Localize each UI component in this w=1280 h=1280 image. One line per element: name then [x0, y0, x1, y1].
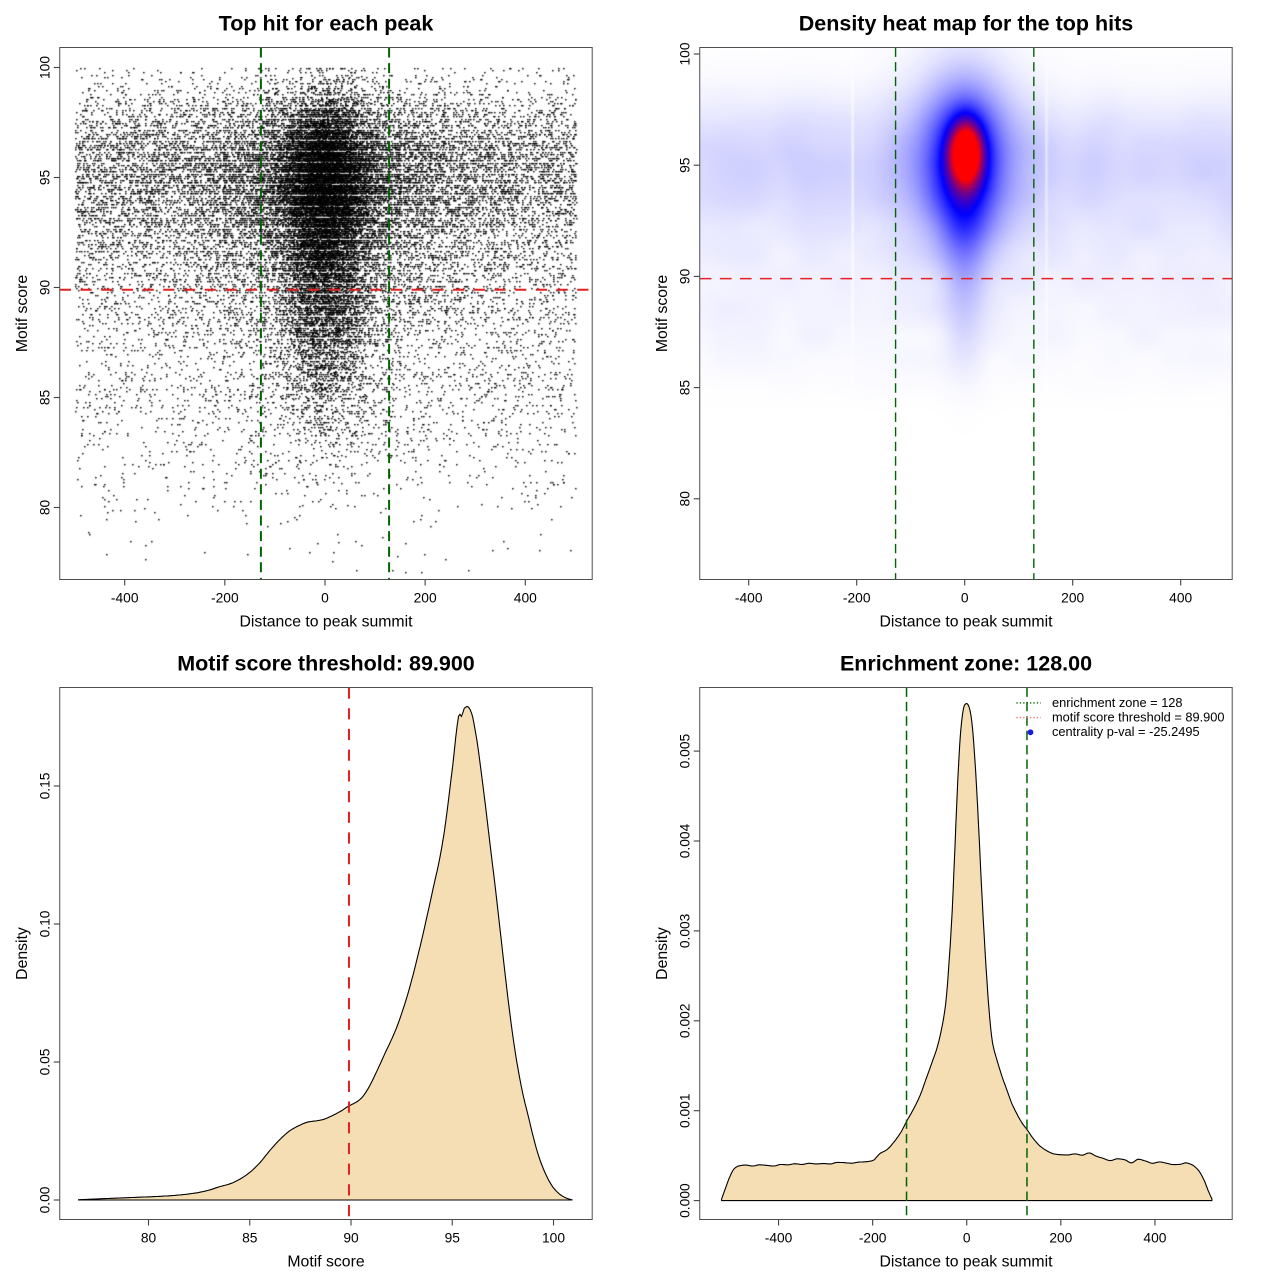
- svg-text:85: 85: [242, 1231, 258, 1246]
- svg-text:0.004: 0.004: [678, 823, 693, 858]
- svg-text:Motif score: Motif score: [654, 275, 671, 352]
- svg-text:Motif score: Motif score: [287, 1254, 364, 1271]
- svg-text:0.005: 0.005: [678, 734, 693, 769]
- svg-text:-200: -200: [211, 591, 239, 606]
- svg-text:95: 95: [678, 157, 693, 173]
- svg-text:95: 95: [38, 170, 53, 186]
- svg-text:Motif score: Motif score: [14, 275, 31, 352]
- svg-text:200: 200: [1049, 1231, 1072, 1246]
- svg-text:100: 100: [542, 1231, 565, 1246]
- svg-text:Distance to peak summit: Distance to peak summit: [880, 614, 1054, 631]
- svg-text:0.15: 0.15: [38, 772, 53, 799]
- svg-text:Density: Density: [14, 927, 31, 980]
- svg-text:0.10: 0.10: [38, 910, 53, 937]
- svg-text:400: 400: [1169, 591, 1192, 606]
- svg-text:-400: -400: [735, 591, 763, 606]
- svg-text:Density heat map for the top h: Density heat map for the top hits: [799, 12, 1134, 36]
- svg-text:80: 80: [678, 491, 693, 507]
- svg-text:0.000: 0.000: [678, 1183, 693, 1218]
- svg-text:-200: -200: [843, 591, 871, 606]
- svg-text:90: 90: [343, 1231, 359, 1246]
- svg-text:-400: -400: [765, 1231, 793, 1246]
- svg-text:Density: Density: [654, 927, 671, 980]
- svg-text:-200: -200: [859, 1231, 887, 1246]
- svg-text:Top hit for each peak: Top hit for each peak: [219, 12, 434, 36]
- svg-text:0.001: 0.001: [678, 1093, 693, 1128]
- svg-text:200: 200: [414, 591, 437, 606]
- svg-text:400: 400: [1143, 1231, 1166, 1246]
- svg-text:-400: -400: [111, 591, 139, 606]
- svg-text:0.05: 0.05: [38, 1048, 53, 1075]
- svg-text:100: 100: [38, 56, 53, 79]
- svg-text:Distance to peak summit: Distance to peak summit: [240, 614, 414, 631]
- svg-text:0: 0: [321, 591, 329, 606]
- svg-text:100: 100: [678, 42, 693, 65]
- svg-text:Enrichment zone: 128.00: Enrichment zone: 128.00: [840, 652, 1092, 676]
- svg-text:0.00: 0.00: [38, 1186, 53, 1213]
- svg-text:Distance to peak summit: Distance to peak summit: [880, 1254, 1054, 1271]
- svg-text:200: 200: [1061, 591, 1084, 606]
- svg-text:0.003: 0.003: [678, 913, 693, 948]
- svg-text:0: 0: [961, 591, 969, 606]
- svg-text:80: 80: [141, 1231, 157, 1246]
- svg-text:enrichment zone = 128: enrichment zone = 128: [1052, 695, 1183, 710]
- svg-text:Motif score threshold: 89.900: Motif score threshold: 89.900: [177, 652, 475, 676]
- svg-text:90: 90: [678, 268, 693, 284]
- svg-text:80: 80: [38, 500, 53, 516]
- svg-text:motif score threshold = 89.900: motif score threshold = 89.900: [1052, 710, 1225, 725]
- svg-text:centrality p-val = -25.2495: centrality p-val = -25.2495: [1052, 724, 1200, 739]
- svg-text:0.002: 0.002: [678, 1004, 693, 1039]
- svg-text:400: 400: [514, 591, 537, 606]
- svg-text:90: 90: [38, 280, 53, 296]
- svg-text:0: 0: [963, 1231, 971, 1246]
- svg-text:95: 95: [445, 1231, 461, 1246]
- svg-text:85: 85: [678, 380, 693, 396]
- svg-text:85: 85: [38, 390, 53, 406]
